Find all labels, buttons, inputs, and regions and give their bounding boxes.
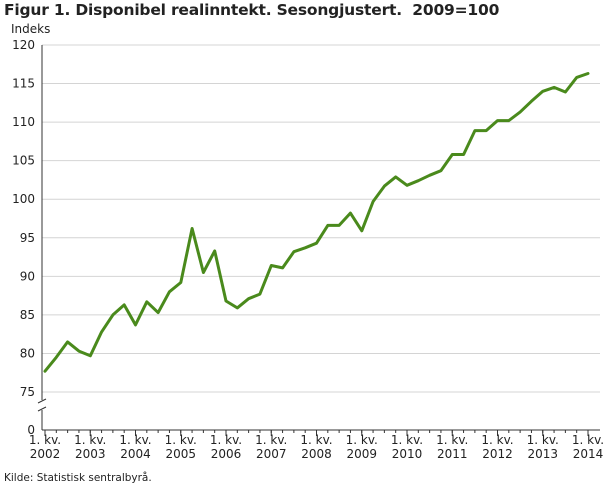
x-tick-label-line1: 1. kv.: [391, 433, 423, 447]
x-tick-label-2007: 2007: [256, 447, 287, 461]
x-tick-label-2002: 2002: [30, 447, 61, 461]
x-tick-label-line1: 1. kv.: [527, 433, 559, 447]
y-tick-labels: 0 75 80 85 90 95 100 105 110 115 120: [12, 38, 35, 437]
x-tick-label-2013: 2013: [527, 447, 558, 461]
x-tick-label-2006: 2006: [211, 447, 242, 461]
y-tick-75: 75: [20, 385, 35, 399]
chart-title: Figur 1. Disponibel realinntekt. Sesongj…: [4, 1, 500, 19]
y-tick-95: 95: [20, 231, 35, 245]
x-tick-label-2012: 2012: [482, 447, 513, 461]
x-tick-label-line1: 1. kv.: [29, 433, 61, 447]
source-note: Kilde: Statistisk sentralbyrå.: [4, 472, 152, 484]
x-tick-label-line1: 1. kv.: [346, 433, 378, 447]
x-tick-label-2003: 2003: [75, 447, 106, 461]
x-tick-label-2008: 2008: [301, 447, 332, 461]
axis-break-mark-2: [37, 406, 47, 412]
y-tick-85: 85: [20, 308, 35, 322]
x-tick-label-line1: 1. kv.: [165, 433, 197, 447]
x-tick-label-line1: 1. kv.: [255, 433, 287, 447]
y-axis-label: Indeks: [11, 22, 51, 36]
x-tick-label-2011: 2011: [437, 447, 468, 461]
y-tick-100: 100: [12, 192, 35, 206]
x-tick-label-line1: 1. kv.: [300, 433, 332, 447]
x-tick-label-2009: 2009: [346, 447, 377, 461]
x-tick-label-line1: 1. kv.: [481, 433, 513, 447]
y-tick-105: 105: [12, 154, 35, 168]
x-tick-label-2004: 2004: [120, 447, 151, 461]
series-group: [43, 72, 590, 373]
x-tick-label-line1: 1. kv.: [436, 433, 468, 447]
x-tick-label-2010: 2010: [392, 447, 423, 461]
x-tick-label-line1: 1. kv.: [119, 433, 151, 447]
x-tick-label-2014: 2014: [573, 447, 604, 461]
y-tick-115: 115: [12, 77, 35, 91]
y-tick-110: 110: [12, 115, 35, 129]
axis-break-mark-1: [37, 398, 47, 404]
y-tick-80: 80: [20, 346, 35, 360]
x-tick-label-2005: 2005: [165, 447, 196, 461]
gridlines: [42, 44, 600, 393]
y-tick-90: 90: [20, 269, 35, 283]
axes: [37, 45, 600, 436]
y-tick-0: 0: [27, 423, 35, 437]
x-tick-label-line1: 1. kv.: [74, 433, 106, 447]
x-tick-label-line1: 1. kv.: [572, 433, 604, 447]
y-tick-120: 120: [12, 38, 35, 52]
series-line-0: [43, 72, 590, 373]
x-tick-label-line1: 1. kv.: [210, 433, 242, 447]
